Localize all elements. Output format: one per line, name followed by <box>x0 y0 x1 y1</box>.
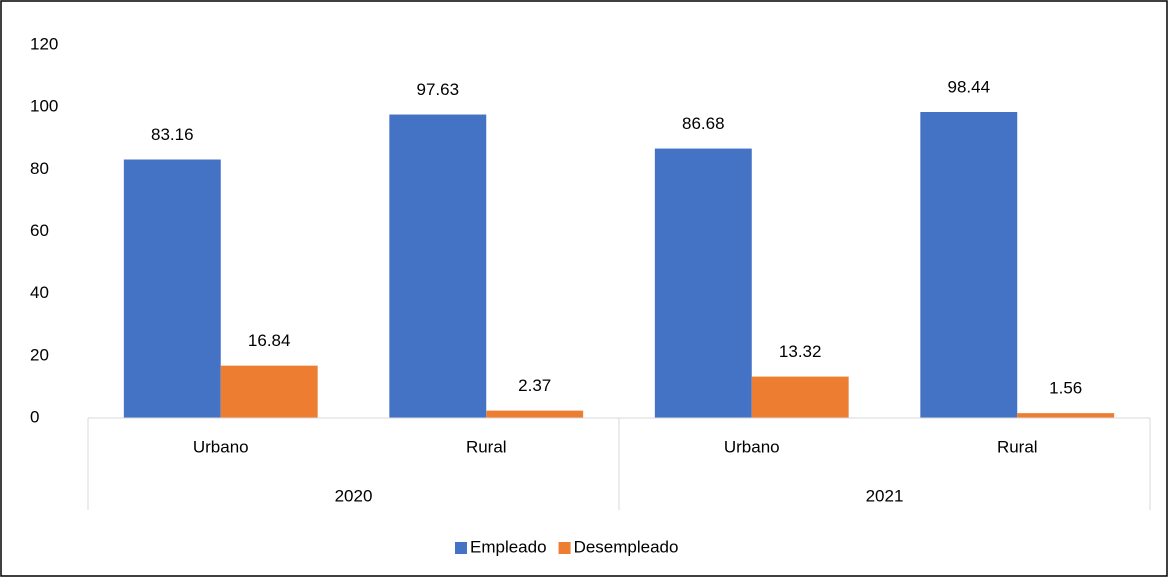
bar <box>123 159 221 419</box>
legend-swatch <box>558 542 571 554</box>
bar <box>220 365 318 418</box>
bar <box>751 376 849 418</box>
x-tick-label: Urbano <box>724 437 780 456</box>
data-label: 98.44 <box>948 78 991 97</box>
x-tick-label: Urbano <box>193 437 249 456</box>
legend-swatch <box>455 542 467 554</box>
y-tick-label: 80 <box>30 159 49 178</box>
x-tick-label: Rural <box>466 437 507 456</box>
y-tick-label: 20 <box>30 345 49 364</box>
bar <box>920 112 1018 419</box>
bar <box>486 410 584 418</box>
bar <box>1017 413 1115 418</box>
y-tick-label: 100 <box>30 97 58 116</box>
y-tick-label: 60 <box>30 221 49 240</box>
data-label: 13.32 <box>779 342 822 361</box>
group-label: 2021 <box>866 486 904 505</box>
y-tick-label: 40 <box>30 283 49 302</box>
legend-label: Empleado <box>470 537 547 556</box>
bar <box>654 148 752 418</box>
group-label: 2020 <box>335 486 373 505</box>
y-tick-label: 0 <box>30 407 39 426</box>
x-tick-label: Rural <box>997 437 1038 456</box>
bar <box>389 114 487 418</box>
data-label: 1.56 <box>1049 379 1082 398</box>
data-label: 16.84 <box>248 331 291 350</box>
data-label: 83.16 <box>151 125 194 144</box>
legend-label: Desempleado <box>574 537 679 556</box>
data-label: 86.68 <box>682 114 725 133</box>
y-tick-label: 120 <box>30 34 58 53</box>
data-label: 97.63 <box>417 80 460 99</box>
data-label: 2.37 <box>518 376 551 395</box>
